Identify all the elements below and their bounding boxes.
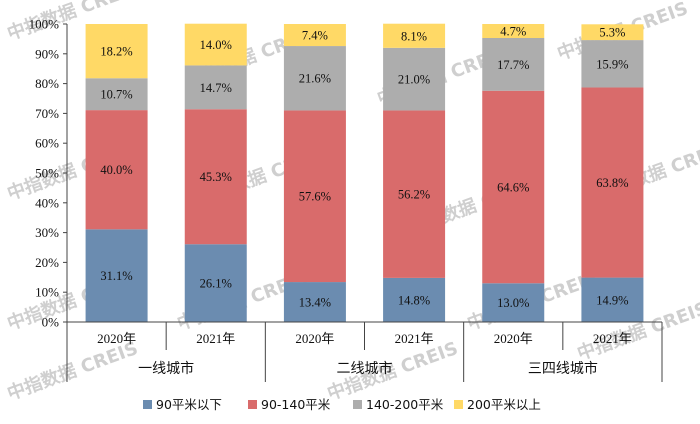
group-label: 二线城市: [337, 360, 393, 377]
data-label: 26.1%: [200, 277, 232, 291]
bar-segment: [283, 24, 346, 47]
data-label: 5.3%: [599, 26, 625, 40]
y-tick-label: 60%: [35, 136, 59, 151]
data-label: 57.6%: [299, 190, 331, 204]
data-label: 8.1%: [401, 29, 427, 43]
x-tick-label: 2021年: [196, 331, 235, 346]
bar-segment: [85, 110, 148, 230]
bar-segment: [482, 90, 545, 284]
y-tick-label: 80%: [35, 76, 59, 91]
data-label: 14.7%: [200, 81, 232, 95]
bar-segment: [383, 23, 446, 48]
legend: 90平米以下 90-140平米 140-200平米 200平米以上: [143, 397, 541, 412]
bar-segment: [482, 283, 545, 322]
bar-segment: [283, 46, 346, 111]
bar-segment: [581, 87, 644, 278]
legend-label: 90-140平米: [261, 397, 331, 412]
y-tick-label: 0%: [42, 315, 60, 330]
bar-segment: [283, 282, 346, 322]
legend-swatch: [248, 400, 257, 409]
data-label: 18.2%: [100, 45, 132, 59]
axes-layer: 0% 10% 20% 30% 40% 50% 60% 70% 80% 90% 100% 2020年 20…: [29, 17, 663, 382]
data-label: 21.0%: [398, 73, 430, 87]
data-label: 63.8%: [596, 176, 628, 190]
data-label: 17.7%: [497, 58, 529, 72]
data-label: 40.0%: [100, 163, 132, 177]
bars-layer: 31.1% 40.0% 10.7% 18.2% 26.1% 45.3% 14.7% 14.0%…: [85, 23, 644, 322]
legend-swatch: [454, 400, 463, 409]
y-tick-label: 20%: [35, 255, 59, 270]
bar-segment: [482, 38, 545, 91]
legend-label: 200平米以上: [467, 397, 541, 412]
data-label: 14.8%: [398, 293, 430, 307]
data-label: 14.9%: [596, 293, 628, 307]
bar-segment: [383, 47, 446, 111]
x-tick-label: 2021年: [593, 331, 632, 346]
watermark-text: 中指数据 CREIS: [4, 337, 141, 405]
bar-segment: [482, 24, 545, 39]
bar-segment: [581, 24, 644, 41]
data-label: 64.6%: [497, 181, 529, 195]
data-label: 14.0%: [200, 38, 232, 52]
data-label: 45.3%: [200, 170, 232, 184]
y-tick-label: 50%: [35, 166, 59, 181]
bar-segment: [85, 78, 148, 111]
bar-segment: [85, 229, 148, 322]
x-tick-label: 2020年: [295, 331, 334, 346]
data-label: 15.9%: [596, 57, 628, 71]
legend-label: 140-200平米: [366, 397, 444, 412]
data-label: 13.4%: [299, 296, 331, 310]
bar-segment: [581, 277, 644, 322]
bar-segment: [283, 110, 346, 283]
data-label: 31.1%: [100, 269, 132, 283]
group-label: 三四线城市: [528, 360, 598, 377]
legend-label: 90平米以下: [156, 397, 222, 412]
data-label: 13.0%: [497, 296, 529, 310]
bar-segment: [85, 24, 148, 79]
bar-segment: [383, 110, 446, 278]
data-label: 4.7%: [500, 25, 526, 39]
y-tick-label: 100%: [29, 17, 60, 32]
legend-swatch: [353, 400, 362, 409]
data-label: 21.6%: [299, 72, 331, 86]
bar-segment: [184, 23, 247, 66]
bar-segment: [184, 65, 247, 110]
y-tick-label: 30%: [35, 225, 59, 240]
y-tick-label: 90%: [35, 46, 59, 61]
y-tick-label: 10%: [35, 285, 59, 300]
y-tick-label: 70%: [35, 106, 59, 121]
bar-segment: [184, 244, 247, 322]
x-tick-label: 2020年: [494, 331, 533, 346]
bar-segment: [581, 40, 644, 88]
y-tick-label: 40%: [35, 195, 59, 210]
data-label: 56.2%: [398, 188, 430, 202]
legend-swatch: [143, 400, 152, 409]
x-tick-label: 2021年: [395, 331, 434, 346]
bar-segment: [184, 109, 247, 245]
group-label: 一线城市: [138, 360, 194, 377]
data-label: 10.7%: [100, 88, 132, 102]
bar-segment: [383, 277, 446, 322]
data-label: 7.4%: [302, 29, 328, 43]
x-tick-label: 2020年: [97, 331, 136, 346]
